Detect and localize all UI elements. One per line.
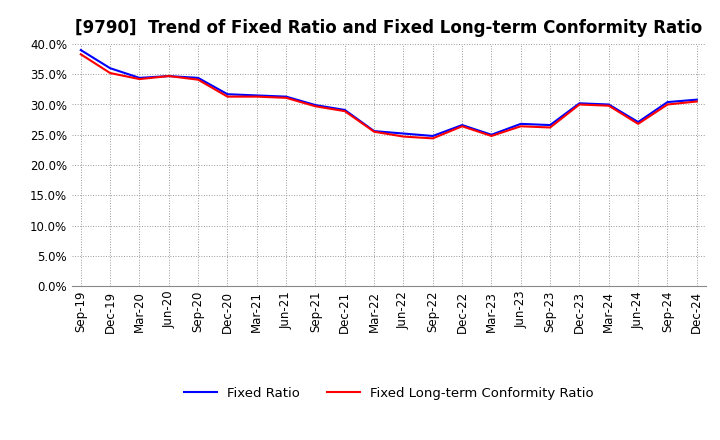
Fixed Long-term Conformity Ratio — [634, 121, 642, 127]
Fixed Ratio — [106, 66, 114, 71]
Fixed Long-term Conformity Ratio — [223, 94, 232, 99]
Fixed Long-term Conformity Ratio — [106, 70, 114, 76]
Fixed Ratio — [370, 128, 379, 134]
Fixed Long-term Conformity Ratio — [76, 51, 85, 57]
Fixed Ratio — [693, 97, 701, 102]
Fixed Long-term Conformity Ratio — [693, 99, 701, 104]
Fixed Long-term Conformity Ratio — [428, 136, 437, 141]
Fixed Ratio — [223, 92, 232, 97]
Fixed Long-term Conformity Ratio — [546, 125, 554, 130]
Fixed Long-term Conformity Ratio — [663, 102, 672, 107]
Fixed Long-term Conformity Ratio — [575, 102, 584, 107]
Line: Fixed Ratio: Fixed Ratio — [81, 50, 697, 136]
Fixed Ratio — [487, 132, 496, 137]
Fixed Long-term Conformity Ratio — [399, 134, 408, 139]
Fixed Long-term Conformity Ratio — [311, 104, 320, 109]
Fixed Ratio — [605, 102, 613, 107]
Line: Fixed Long-term Conformity Ratio: Fixed Long-term Conformity Ratio — [81, 54, 697, 138]
Fixed Long-term Conformity Ratio — [135, 77, 144, 82]
Fixed Long-term Conformity Ratio — [370, 129, 379, 134]
Legend: Fixed Ratio, Fixed Long-term Conformity Ratio: Fixed Ratio, Fixed Long-term Conformity … — [179, 381, 599, 405]
Fixed Ratio — [458, 122, 467, 128]
Fixed Ratio — [253, 93, 261, 98]
Fixed Ratio — [311, 103, 320, 108]
Fixed Ratio — [399, 131, 408, 136]
Fixed Ratio — [546, 122, 554, 128]
Fixed Ratio — [135, 75, 144, 81]
Fixed Ratio — [663, 99, 672, 105]
Fixed Ratio — [194, 75, 202, 81]
Fixed Ratio — [516, 121, 525, 127]
Fixed Long-term Conformity Ratio — [458, 124, 467, 129]
Fixed Long-term Conformity Ratio — [605, 103, 613, 108]
Fixed Ratio — [428, 133, 437, 139]
Fixed Long-term Conformity Ratio — [516, 124, 525, 129]
Fixed Long-term Conformity Ratio — [194, 77, 202, 82]
Fixed Ratio — [76, 48, 85, 53]
Title: [9790]  Trend of Fixed Ratio and Fixed Long-term Conformity Ratio: [9790] Trend of Fixed Ratio and Fixed Lo… — [75, 19, 703, 37]
Fixed Long-term Conformity Ratio — [253, 94, 261, 99]
Fixed Ratio — [634, 119, 642, 125]
Fixed Ratio — [341, 107, 349, 113]
Fixed Ratio — [575, 101, 584, 106]
Fixed Ratio — [164, 73, 173, 79]
Fixed Long-term Conformity Ratio — [282, 95, 290, 100]
Fixed Ratio — [282, 94, 290, 99]
Fixed Long-term Conformity Ratio — [164, 73, 173, 79]
Fixed Long-term Conformity Ratio — [487, 133, 496, 139]
Fixed Long-term Conformity Ratio — [341, 109, 349, 114]
